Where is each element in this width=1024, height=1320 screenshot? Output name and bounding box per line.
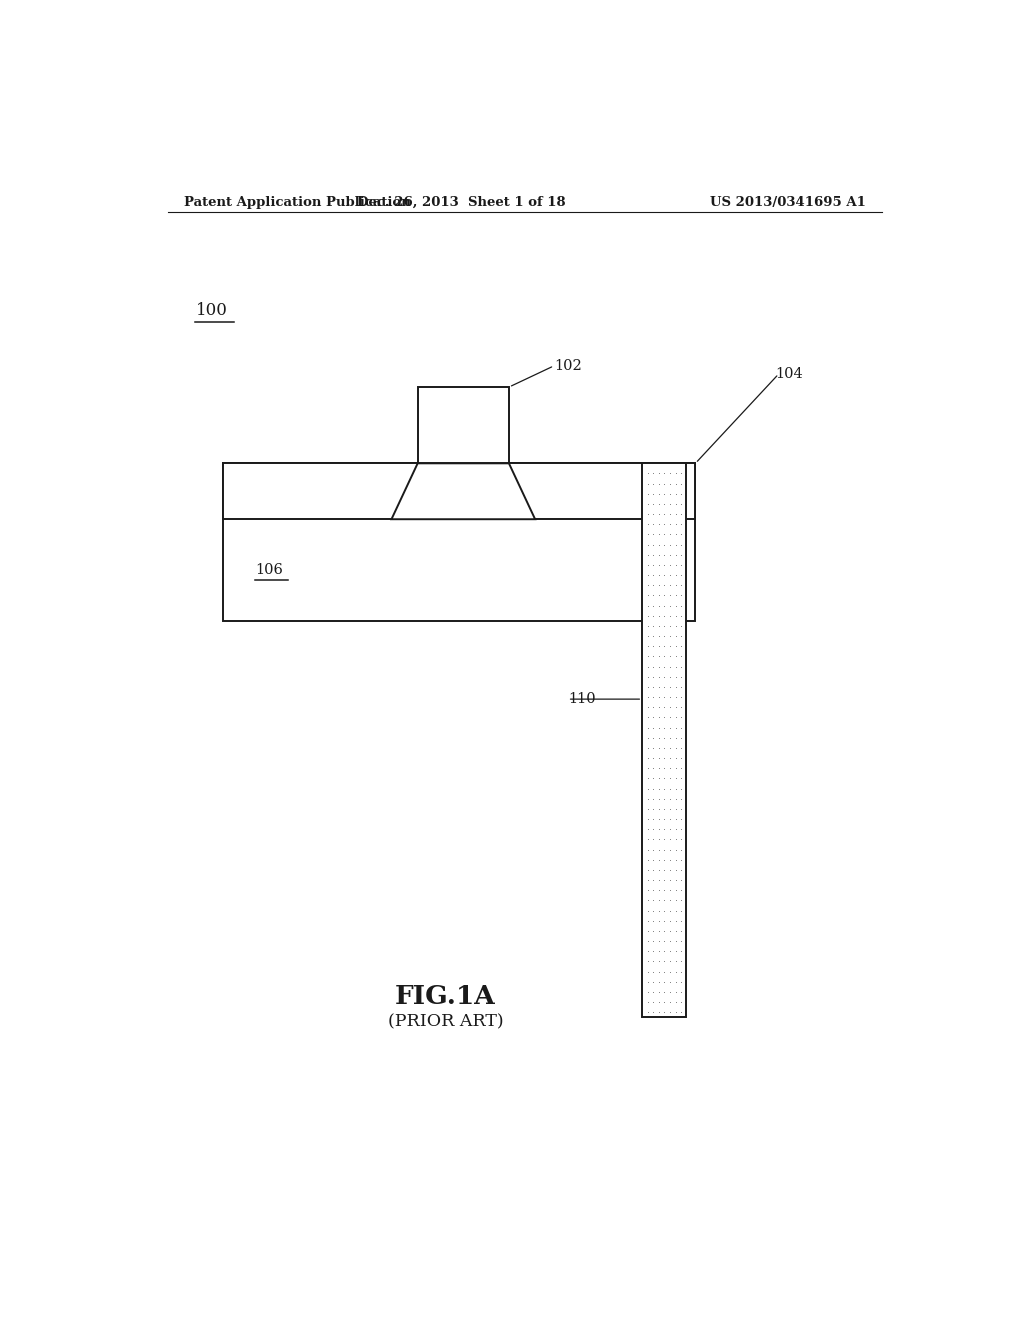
- Text: US 2013/0341695 A1: US 2013/0341695 A1: [711, 195, 866, 209]
- Bar: [642, 463, 686, 1018]
- Text: 104: 104: [775, 367, 803, 381]
- Text: 100: 100: [196, 302, 227, 319]
- Text: Patent Application Publication: Patent Application Publication: [183, 195, 411, 209]
- Text: 108: 108: [445, 487, 473, 500]
- Text: 102: 102: [554, 359, 582, 372]
- Bar: [223, 463, 695, 620]
- Text: Dec. 26, 2013  Sheet 1 of 18: Dec. 26, 2013 Sheet 1 of 18: [357, 195, 565, 209]
- Text: FIG.1A: FIG.1A: [395, 985, 496, 1010]
- Polygon shape: [391, 463, 536, 519]
- Bar: [418, 387, 509, 463]
- Text: 106: 106: [255, 564, 283, 577]
- Bar: [223, 463, 695, 519]
- Text: (PRIOR ART): (PRIOR ART): [388, 1014, 503, 1031]
- Text: 110: 110: [568, 692, 596, 706]
